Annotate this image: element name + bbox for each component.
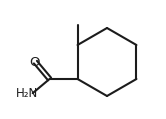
- Text: O: O: [29, 56, 40, 69]
- Text: H₂N: H₂N: [16, 87, 38, 100]
